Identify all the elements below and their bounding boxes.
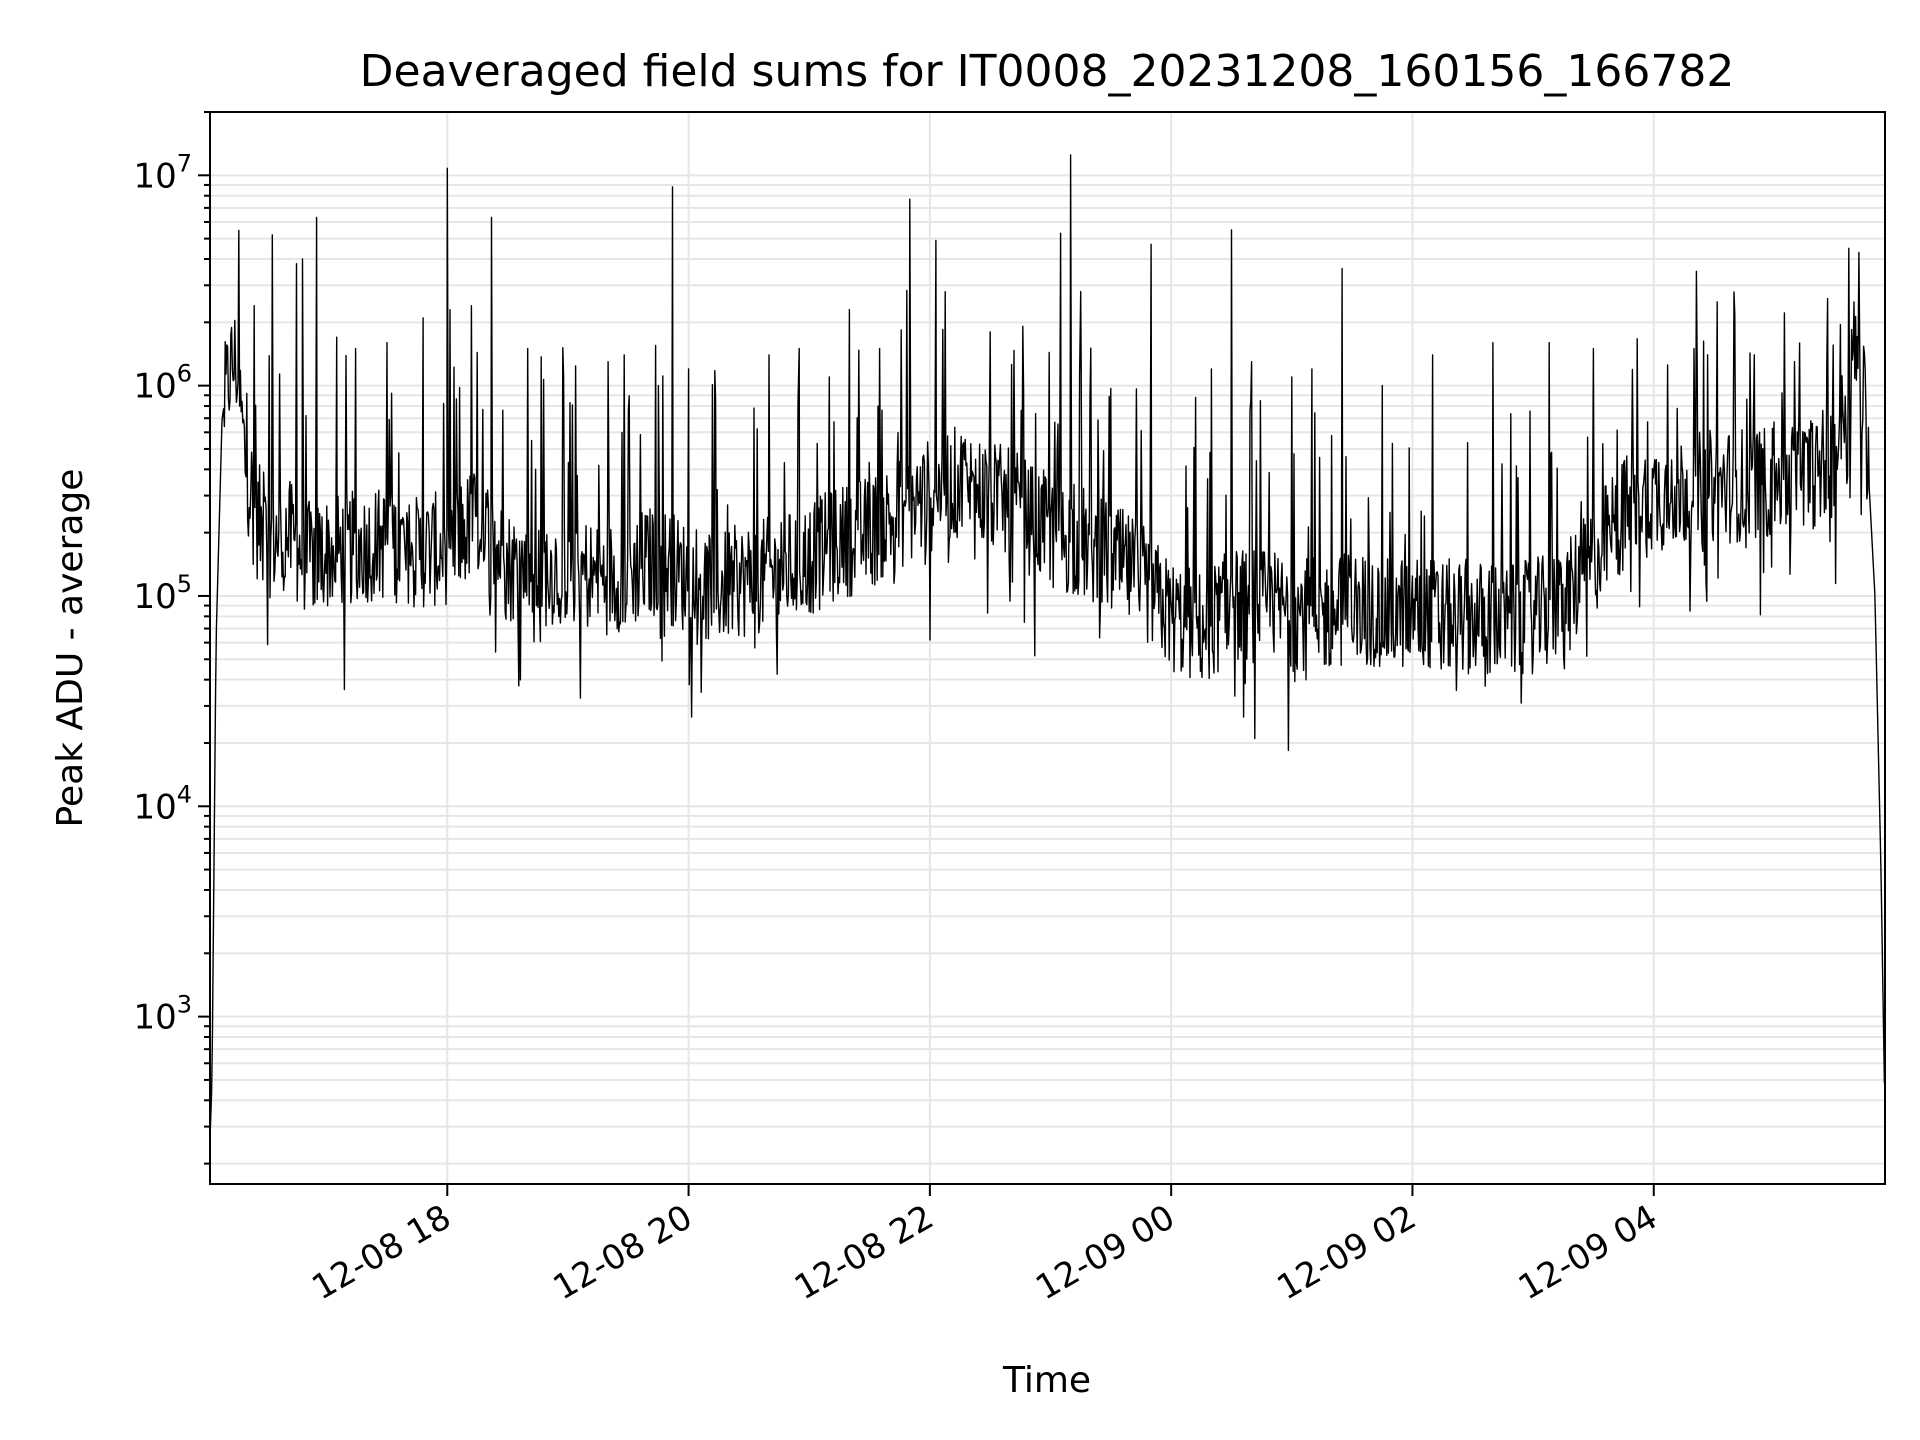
x-axis-label: Time [1002,1360,1091,1401]
chart-title: Deaveraged field sums for IT0008_2023120… [360,46,1735,97]
y-tick-base: 10 [133,577,176,617]
y-tick-base: 10 [133,998,176,1038]
plot-frame [209,111,1886,1185]
series-line [209,154,1886,1140]
y-tick-label: 106 [133,360,192,407]
y-tick-label: 103 [133,991,192,1038]
y-tick-exponent: 7 [177,149,192,177]
y-tick-base: 10 [133,787,176,827]
y-tick-label: 105 [133,570,192,617]
y-tick-label: 107 [133,149,192,196]
grid [210,111,1885,1184]
y-axis-label: Peak ADU - average [50,469,91,828]
y-tick-exponent: 6 [177,360,192,388]
y-tick-base: 10 [133,156,176,196]
y-tick-exponent: 5 [177,570,192,598]
data-series [209,154,1886,1140]
y-tick-base: 10 [133,367,176,407]
y-tick-exponent: 4 [177,780,192,808]
y-tick-label: 104 [133,780,192,827]
y-tick-exponent: 3 [177,991,192,1019]
